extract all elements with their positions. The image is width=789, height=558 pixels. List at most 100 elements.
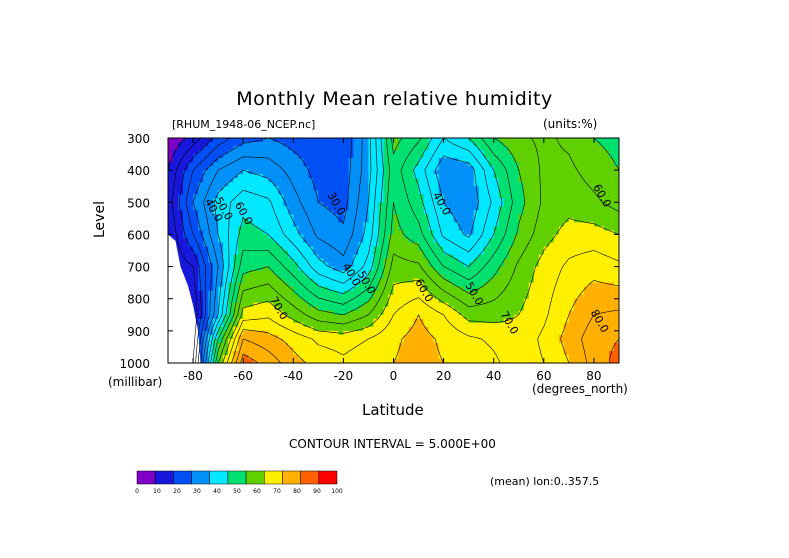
- heatmap-cell: [413, 258, 420, 264]
- heatmap-cell: [528, 214, 535, 219]
- heatmap-cell: [373, 266, 380, 272]
- heatmap-cell: [178, 182, 184, 187]
- heatmap-cell: [443, 154, 450, 159]
- heatmap-cell: [253, 154, 259, 159]
- heatmap-cell: [243, 318, 249, 324]
- heatmap-cell: [473, 230, 480, 236]
- heatmap-cell: [293, 198, 299, 203]
- heatmap-cell: [258, 174, 264, 179]
- heatmap-cell: [293, 342, 299, 348]
- heatmap-cell: [383, 298, 390, 304]
- heatmap-cell: [493, 154, 500, 159]
- heatmap-cell: [263, 142, 269, 147]
- heatmap-cell: [303, 174, 309, 179]
- heatmap-cell: [553, 198, 560, 203]
- heatmap-cell: [498, 154, 505, 159]
- heatmap-cell: [338, 302, 344, 308]
- heatmap-cell: [483, 306, 490, 312]
- heatmap-cell: [408, 170, 415, 175]
- heatmap-cell: [213, 338, 219, 344]
- heatmap-cell: [478, 338, 485, 344]
- heatmap-cell: [278, 350, 284, 356]
- heatmap-cell: [473, 254, 480, 260]
- heatmap-cell: [303, 314, 309, 320]
- heatmap-cell: [283, 290, 289, 296]
- heatmap-cell: [273, 302, 279, 308]
- heatmap-cell: [278, 302, 284, 308]
- heatmap-cell: [308, 202, 314, 207]
- heatmap-cell: [368, 210, 375, 215]
- heatmap-cell: [268, 182, 274, 187]
- heatmap-cell: [268, 322, 274, 328]
- heatmap-cell: [488, 150, 495, 155]
- heatmap-cell: [608, 210, 615, 215]
- heatmap-cell: [228, 174, 234, 179]
- heatmap-cell: [603, 194, 610, 199]
- heatmap-cell: [363, 226, 370, 232]
- heatmap-cell: [438, 162, 445, 167]
- heatmap-cell: [443, 306, 450, 312]
- heatmap-cell: [218, 150, 224, 155]
- heatmap-cell: [543, 354, 550, 360]
- heatmap-cell: [198, 166, 204, 171]
- heatmap-cell: [488, 178, 495, 183]
- heatmap-cell: [498, 338, 505, 344]
- heatmap-cell: [548, 342, 555, 348]
- heatmap-cell: [298, 246, 304, 252]
- heatmap-cell: [543, 234, 550, 240]
- heatmap-cell: [293, 150, 299, 155]
- heatmap-cell: [248, 238, 254, 244]
- heatmap-cell: [438, 314, 445, 320]
- heatmap-cell: [573, 194, 580, 199]
- heatmap-cell: [293, 230, 299, 236]
- heatmap-cell: [588, 290, 595, 296]
- heatmap-cell: [513, 238, 520, 244]
- heatmap-cell: [353, 198, 360, 203]
- heatmap-cell: [558, 210, 565, 215]
- heatmap-cell: [263, 286, 269, 292]
- heatmap-cell: [203, 334, 209, 340]
- heatmap-cell: [318, 210, 324, 215]
- heatmap-cell: [243, 154, 249, 159]
- heatmap-cell: [348, 190, 355, 195]
- heatmap-cell: [233, 246, 239, 252]
- heatmap-cell: [228, 298, 234, 304]
- heatmap-cell: [563, 270, 570, 276]
- heatmap-cell: [603, 334, 610, 340]
- heatmap-cell: [198, 174, 204, 179]
- heatmap-cell: [558, 186, 565, 191]
- heatmap-cell: [238, 266, 244, 272]
- heatmap-cell: [473, 250, 480, 256]
- heatmap-cell: [613, 174, 619, 179]
- heatmap-cell: [493, 166, 500, 171]
- heatmap-cell: [328, 166, 334, 171]
- heatmap-cell: [478, 254, 485, 260]
- heatmap-cell: [178, 170, 184, 175]
- heatmap-cell: [218, 162, 224, 167]
- heatmap-cell: [408, 150, 415, 155]
- heatmap-cell: [493, 278, 500, 284]
- heatmap-cell: [198, 318, 204, 324]
- heatmap-cell: [483, 178, 490, 183]
- heatmap-cell: [473, 310, 480, 316]
- heatmap-cell: [428, 226, 435, 232]
- heatmap-cell: [213, 146, 219, 151]
- heatmap-cell: [533, 278, 540, 284]
- heatmap-cell: [353, 338, 360, 344]
- heatmap-cell: [383, 234, 390, 240]
- heatmap-cell: [483, 258, 490, 264]
- heatmap-cell: [403, 262, 410, 268]
- heatmap-cell: [488, 278, 495, 284]
- heatmap-cell: [458, 258, 465, 264]
- heatmap-cell: [453, 254, 460, 260]
- heatmap-cell: [223, 354, 229, 360]
- heatmap-cell: [233, 310, 239, 316]
- heatmap-cell: [308, 142, 314, 147]
- heatmap-cell: [343, 282, 349, 288]
- heatmap-cell: [493, 186, 500, 191]
- heatmap-cell: [298, 258, 304, 264]
- heatmap-cell: [248, 358, 254, 363]
- heatmap-cell: [423, 230, 430, 236]
- heatmap-cell: [188, 234, 194, 240]
- heatmap-cell: [538, 242, 545, 248]
